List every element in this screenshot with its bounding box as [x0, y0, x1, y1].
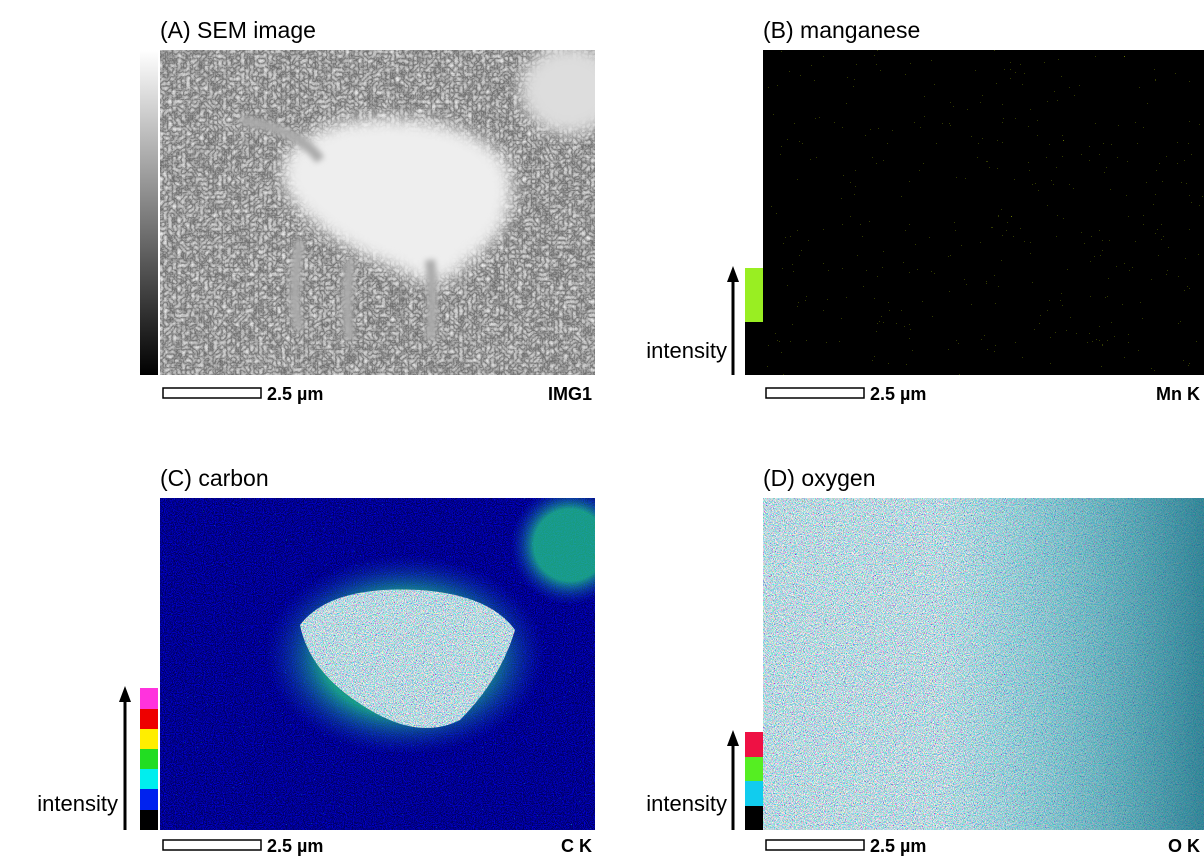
panel-title: (A) SEM image: [160, 17, 316, 43]
scale-label: 2.5 µm: [870, 384, 926, 404]
carbon-map: [160, 485, 630, 830]
sem-image: [160, 45, 620, 375]
intensity-label: intensity: [37, 791, 118, 816]
color-bar: [140, 688, 158, 830]
manganese-map: [763, 50, 1204, 375]
intensity-label: intensity: [646, 791, 727, 816]
gray-scale-bar: [140, 50, 158, 375]
arrow-head: [119, 686, 131, 702]
figure: (A) SEM image 2.5 µm IMG1 (B) manganese …: [0, 0, 1204, 861]
scale-label: 2.5 µm: [267, 836, 323, 856]
color-bar: [745, 322, 763, 375]
intensity-label: intensity: [646, 338, 727, 363]
scale-bar: [766, 388, 864, 398]
scale-bar: [163, 388, 261, 398]
color-bar: [745, 268, 763, 322]
element-label: IMG1: [548, 384, 592, 404]
panel-title: (D) oxygen: [763, 465, 875, 491]
panel-title: (B) manganese: [763, 17, 920, 43]
oxygen-map: [763, 498, 1204, 830]
arrow-head: [727, 266, 739, 282]
scale-label: 2.5 µm: [267, 384, 323, 404]
panel-title: (C) carbon: [160, 465, 269, 491]
scale-label: 2.5 µm: [870, 836, 926, 856]
color-bar: [745, 732, 763, 830]
scale-bar: [163, 840, 261, 850]
element-label: Mn K: [1156, 384, 1200, 404]
scale-bar: [766, 840, 864, 850]
arrow-head: [727, 730, 739, 746]
element-label: C K: [561, 836, 592, 856]
element-label: O K: [1168, 836, 1200, 856]
